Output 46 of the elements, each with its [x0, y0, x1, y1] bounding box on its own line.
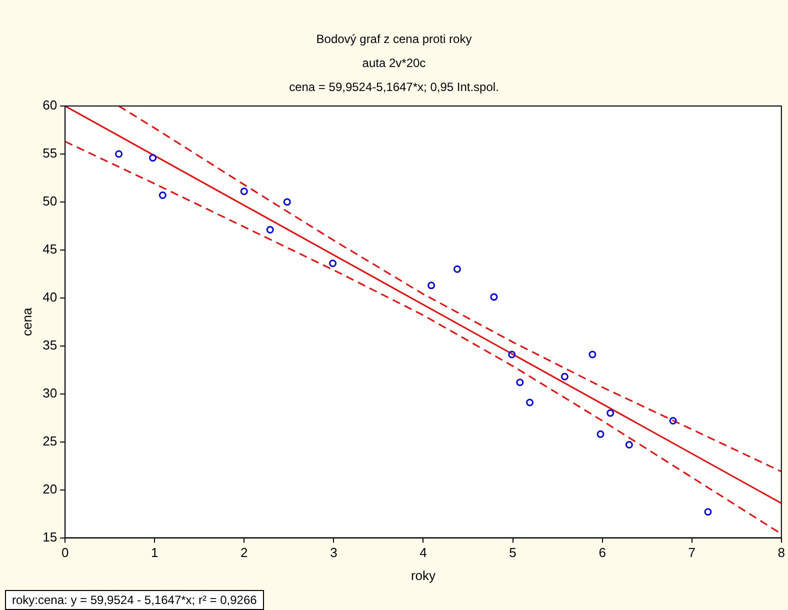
x-tick-label: 3 [330, 545, 338, 560]
point [526, 398, 534, 406]
x-tick-label: 4 [420, 545, 427, 560]
y-tick-label: 30 [42, 385, 58, 400]
y-tick-label: 60 [42, 98, 58, 113]
x-tick-label: 6 [598, 545, 606, 560]
point [596, 430, 604, 438]
point [704, 508, 712, 516]
point [454, 265, 461, 273]
x-axis-title: roky [410, 568, 436, 583]
point [283, 198, 291, 206]
point [625, 440, 633, 448]
point [669, 416, 677, 424]
point [240, 188, 248, 196]
text: roky:cena: y = 59,9524 - 5,1647*x; r² = 0,9266 [5, 590, 264, 610]
x-tick-label: 8 [778, 545, 785, 560]
x-tick-label: 0 [61, 545, 69, 560]
y-tick-label: 35 [42, 337, 58, 352]
y-tick-label: 50 [42, 194, 58, 209]
y-axis-title: cena [19, 307, 34, 336]
y-tick-label: 55 [42, 146, 58, 161]
text: cena = 59,9524-5,1647*x; 0,95 Int.spol. [288, 80, 500, 94]
x-tick-label: 7 [688, 545, 696, 560]
x-tick-label: 2 [240, 545, 248, 560]
chart-title: Bodový graf z cena proti roky [315, 32, 473, 46]
point [606, 409, 614, 417]
point [560, 372, 568, 380]
point [266, 226, 274, 234]
point [428, 282, 436, 290]
point [329, 260, 337, 268]
point [588, 350, 596, 358]
x-tick-label: 1 [150, 545, 158, 560]
y-tick-label: 40 [42, 289, 58, 304]
point [508, 350, 516, 358]
y-tick-label: 25 [42, 433, 58, 448]
point [516, 378, 524, 386]
y-tick-label: 45 [42, 242, 58, 257]
line-series [65, 140, 782, 535]
x-tick-label: 5 [509, 545, 516, 560]
point [490, 293, 498, 301]
chart-subtitle: auta 2v*20c [361, 56, 427, 70]
point [158, 191, 166, 199]
y-tick-label: 20 [42, 481, 58, 496]
y-tick-label: 15 [42, 529, 58, 544]
point [149, 154, 157, 162]
point [115, 150, 123, 158]
